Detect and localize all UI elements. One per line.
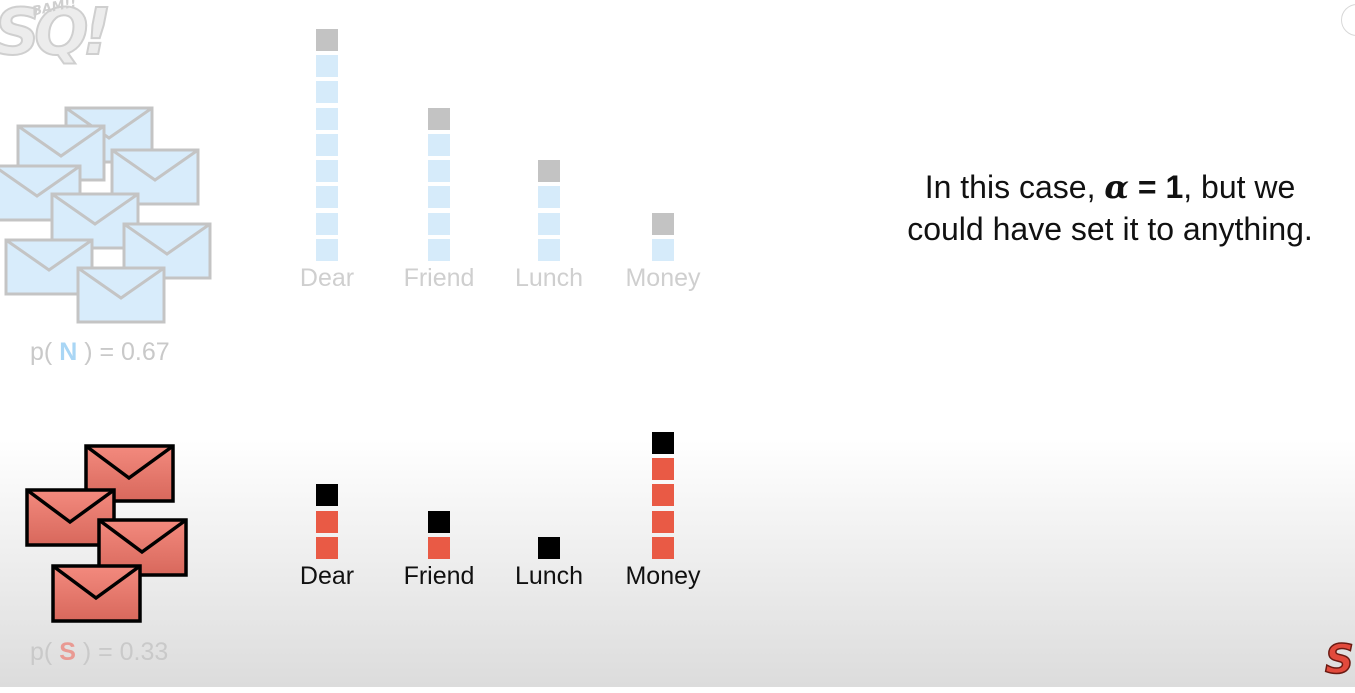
normal-word-label: Dear [299,264,355,292]
normal-count-square [538,212,560,235]
normal-word-label: Friend [403,264,475,292]
spam-count-square [652,510,674,533]
prob-prefix: p( [30,338,53,366]
normal-word-label: Money [625,264,701,292]
corner-circle-icon [1341,4,1355,36]
statquest-logo: SQ! BAM!! [0,0,113,96]
prob-prefix: p( [30,638,53,666]
spam-count-square [652,484,674,507]
normal-count-square [428,239,450,261]
normal-count-square [538,239,560,261]
normal-count-square [316,239,338,261]
spam-count-square [428,537,450,559]
spam-letter: S [59,638,76,666]
spam-word-label: Lunch [514,562,584,590]
spam-pseudocount-square [316,484,338,507]
normal-emails-icon [0,106,212,324]
spam-pseudocount-square [428,510,450,533]
spam-pseudocount-square [538,537,560,559]
spam-pseudocount-square [652,431,674,454]
alpha-symbol: α [1104,168,1129,206]
normal-count-square [428,186,450,209]
spam-word-label: Money [625,562,701,590]
normal-count-square [652,239,674,261]
caption-line-1: In this case, α = 1, but we [860,166,1355,208]
normal-count-square [316,186,338,209]
normal-count-square [428,160,450,183]
spam-count-square [652,458,674,481]
normal-pseudocount-square [316,28,338,51]
caption-pre: In this case, [924,169,1105,205]
spam-word-label: Dear [299,562,355,590]
normal-pseudocount-square [538,160,560,183]
normal-count-square [316,54,338,77]
logo-mark: SQ! [0,0,113,71]
spam-probability: p( S ) = 0.33 [30,638,168,667]
normal-count-square [316,81,338,104]
normal-probability: p( N ) = 0.67 [30,338,170,367]
normal-pseudocount-square [428,107,450,130]
normal-count-square [428,133,450,156]
normal-count-square [538,186,560,209]
normal-count-square [428,212,450,235]
spam-count-square [652,537,674,559]
alpha-value: = 1 [1128,169,1184,205]
caption-line-2: could have set it to anything. [907,211,1313,247]
statquest-corner-logo: S [1324,636,1355,693]
prob-suffix: ) = 0.67 [84,338,170,366]
spam-count-square [316,510,338,533]
spam-word-label: Friend [403,562,475,590]
normal-count-square [316,212,338,235]
normal-count-square [316,160,338,183]
corner-logo-mark: S [1324,636,1354,684]
normal-pseudocount-square [652,212,674,235]
prob-suffix: ) = 0.33 [82,638,169,666]
normal-count-square [316,107,338,130]
normal-letter: N [59,338,78,366]
spam-emails-icon [25,444,188,623]
caption-post: , but we [1183,169,1296,205]
normal-count-square [316,133,338,156]
normal-word-label: Lunch [514,264,584,292]
spam-count-square [316,537,338,559]
caption-text: In this case, α = 1, but we could have s… [860,166,1355,250]
